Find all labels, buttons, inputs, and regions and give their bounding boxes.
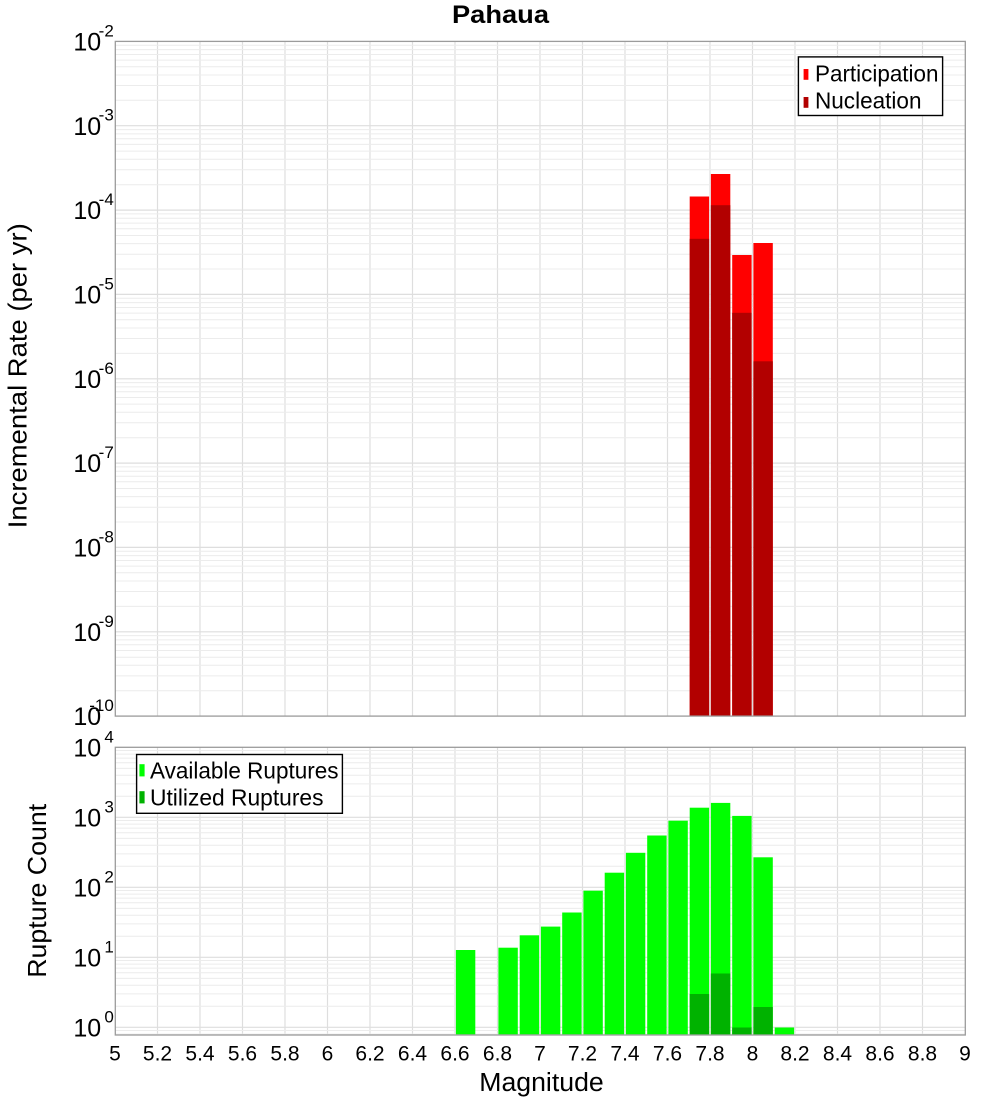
svg-text:-6: -6 [99,359,114,378]
svg-text:0: 0 [104,1007,113,1026]
svg-text:10: 10 [73,874,101,902]
svg-text:6.4: 6.4 [398,1042,428,1065]
svg-text:10: 10 [73,450,101,478]
svg-text:10: 10 [73,703,101,731]
svg-text:-9: -9 [99,612,114,631]
svg-text:9: 9 [959,1042,971,1065]
svg-text:6.6: 6.6 [440,1042,469,1065]
svg-text:7: 7 [534,1042,546,1065]
svg-text:Pahaua: Pahaua [452,1,550,29]
svg-text:Magnitude: Magnitude [479,1069,604,1097]
svg-text:6: 6 [322,1042,334,1065]
svg-text:10: 10 [73,804,101,832]
svg-text:5: 5 [109,1042,121,1065]
svg-text:7.4: 7.4 [610,1042,640,1065]
svg-text:10: 10 [73,282,101,310]
svg-text:7.2: 7.2 [568,1042,597,1065]
svg-text:5.2: 5.2 [143,1042,172,1065]
svg-text:-5: -5 [99,274,114,293]
svg-text:6.8: 6.8 [483,1042,512,1065]
svg-text:8.8: 8.8 [908,1042,937,1065]
svg-text:Nucleation: Nucleation [815,88,922,114]
svg-text:10: 10 [73,1014,101,1042]
svg-text:7.6: 7.6 [653,1042,682,1065]
svg-text:5.6: 5.6 [228,1042,257,1065]
svg-text:-4: -4 [99,190,114,209]
svg-text:Rupture Count: Rupture Count [22,803,52,978]
svg-text:3: 3 [104,797,113,816]
svg-text:10: 10 [73,535,101,563]
svg-text:8.4: 8.4 [823,1042,853,1065]
svg-text:-10: -10 [89,696,114,715]
svg-text:Incremental Rate (per yr): Incremental Rate (per yr) [2,223,32,528]
svg-text:Utilized Ruptures: Utilized Ruptures [150,784,324,810]
svg-text:10: 10 [73,366,101,394]
svg-text:10: 10 [73,619,101,647]
svg-text:Participation: Participation [815,60,939,86]
svg-text:-7: -7 [99,443,114,462]
svg-text:-3: -3 [99,106,114,125]
svg-text:-8: -8 [99,527,114,546]
svg-text:10: 10 [73,944,101,972]
svg-text:Available Ruptures: Available Ruptures [150,758,339,784]
svg-text:7.8: 7.8 [695,1042,724,1065]
svg-text:10: 10 [73,113,101,141]
svg-text:8.6: 8.6 [865,1042,894,1065]
svg-text:2: 2 [104,867,113,886]
svg-text:10: 10 [73,734,101,762]
svg-text:-2: -2 [99,21,114,40]
svg-text:5.4: 5.4 [185,1042,215,1065]
svg-text:8.2: 8.2 [780,1042,809,1065]
svg-text:8: 8 [747,1042,759,1065]
svg-text:4: 4 [104,727,113,746]
svg-text:1: 1 [104,937,113,956]
svg-text:10: 10 [73,29,101,57]
svg-text:5.8: 5.8 [270,1042,299,1065]
svg-text:6.2: 6.2 [355,1042,384,1065]
svg-text:10: 10 [73,197,101,225]
